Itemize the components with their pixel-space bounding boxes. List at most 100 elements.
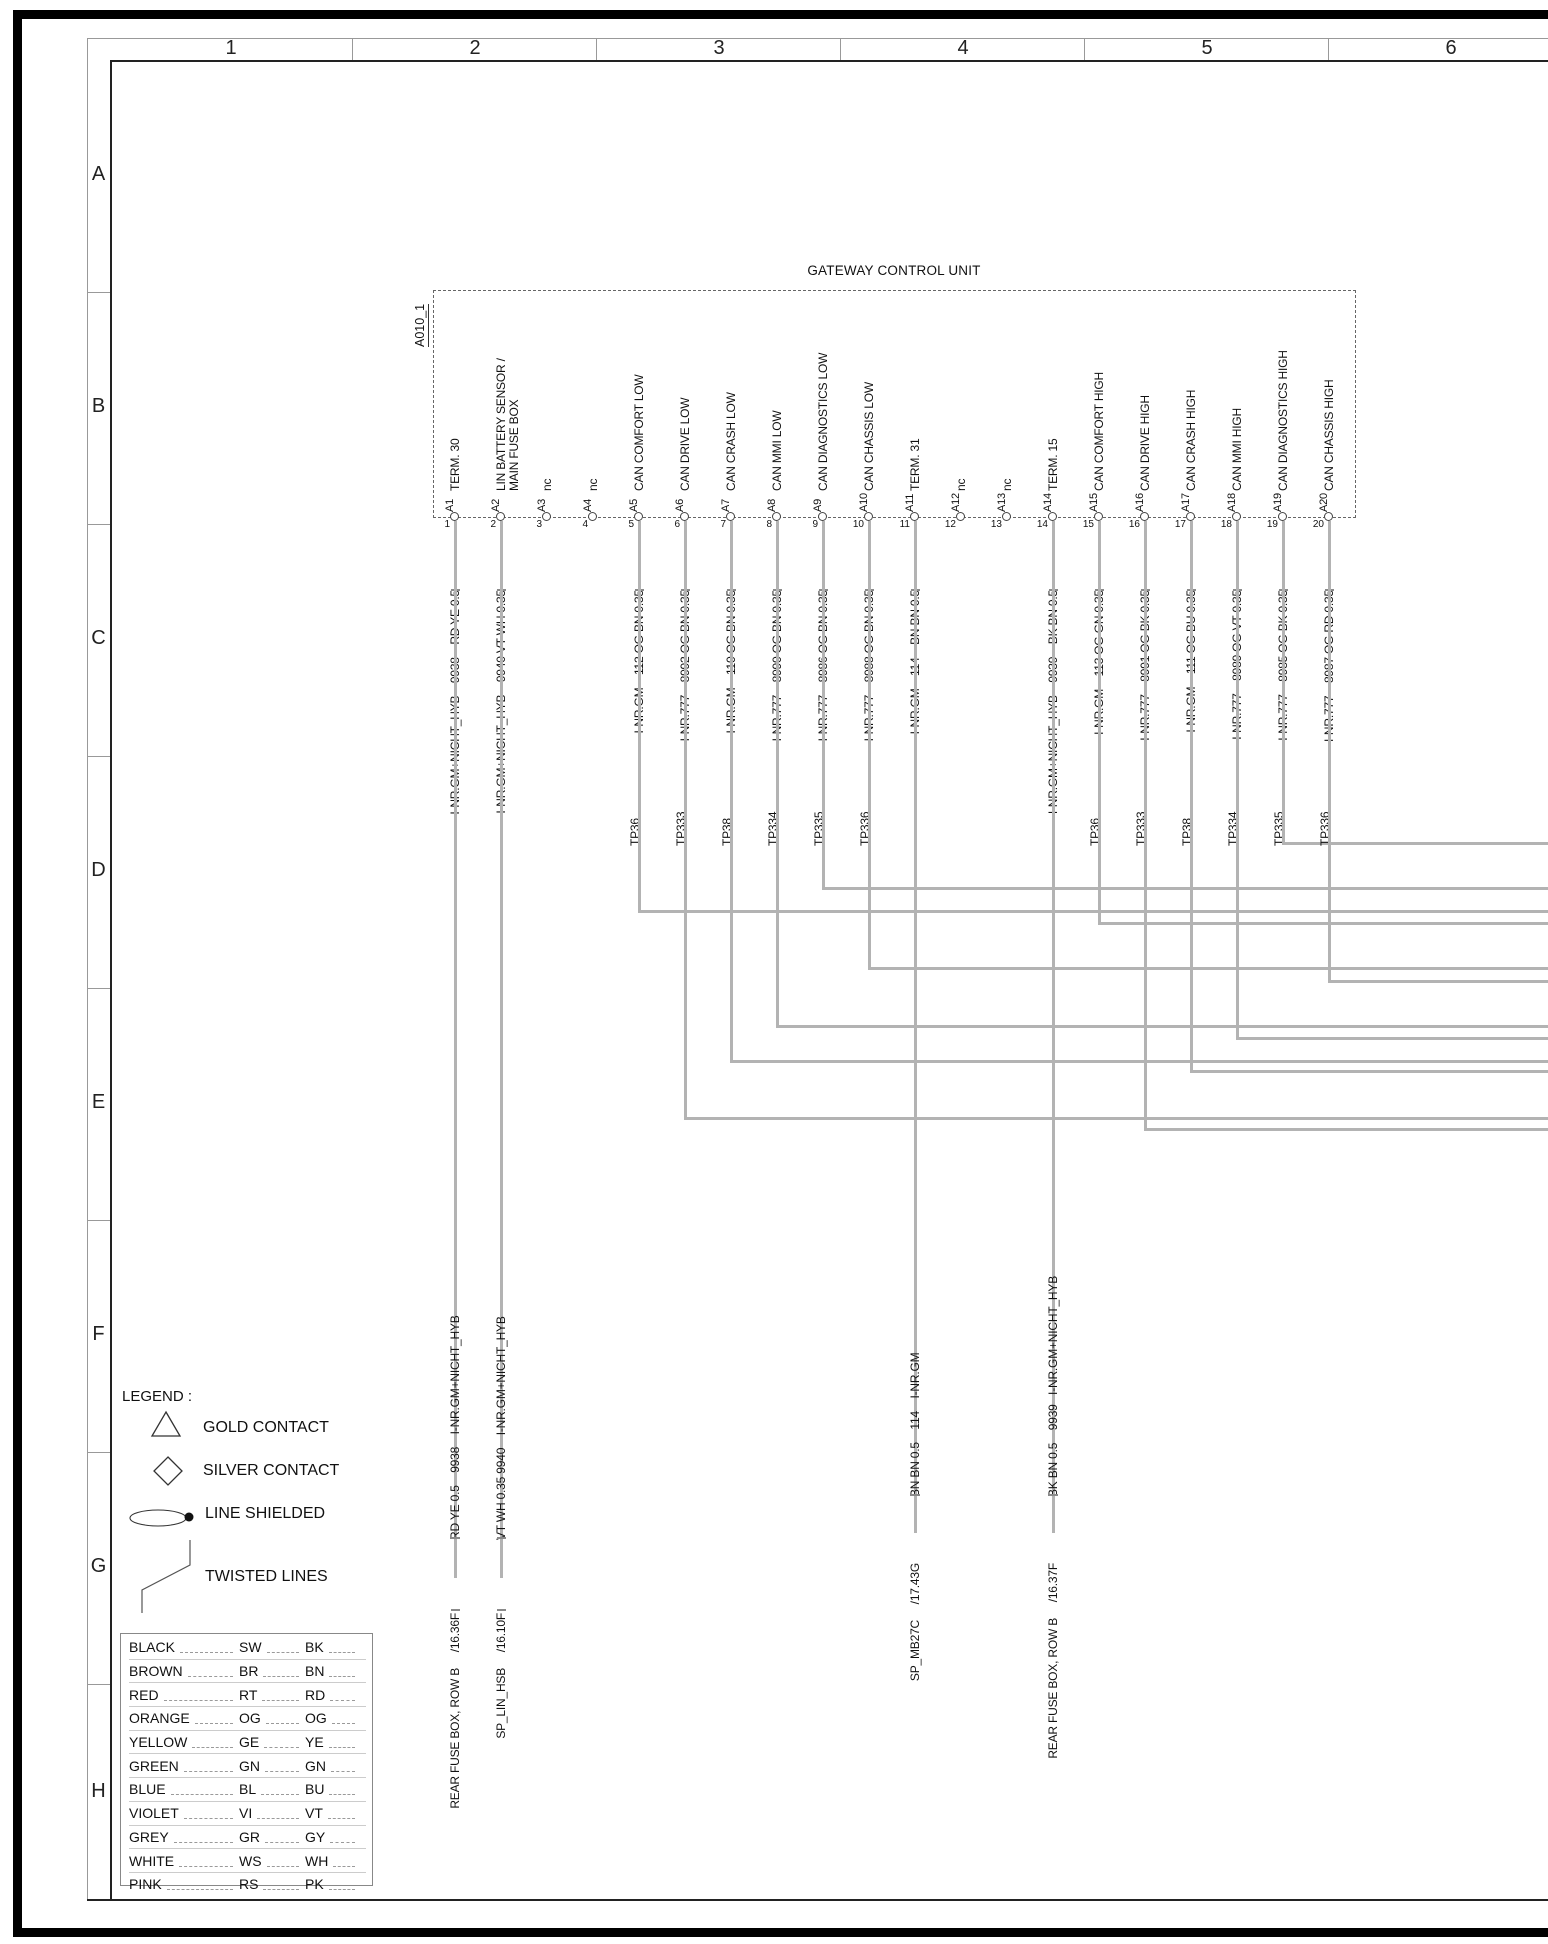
line-shielded-icon xyxy=(128,1506,198,1530)
drawing-frame-top xyxy=(110,60,1548,62)
ruler-row-label: A xyxy=(91,163,106,185)
pin-id-label: A9 xyxy=(812,498,824,512)
silver-contact-icon xyxy=(152,1455,184,1487)
destination-label-tick xyxy=(451,1609,460,1611)
color-name: PINK xyxy=(129,1876,239,1892)
ruler-row-label: H xyxy=(91,1780,106,1802)
pin-contact-circle xyxy=(1186,512,1195,521)
supply-wire-vertical xyxy=(914,521,917,1533)
ruler-row-divider xyxy=(87,1684,110,1685)
ruler-column-label: 3 xyxy=(713,37,725,59)
pin-number-label: 14 xyxy=(1036,519,1048,530)
ruler-row-label: B xyxy=(91,395,106,417)
pin-function-label: CAN MMI HIGH xyxy=(1230,408,1244,491)
wire-lower-label: RD YE 0.5 9938 I-NR.GM+NICHT_HYB xyxy=(448,1315,462,1540)
color-table-row: BLUE BL BU xyxy=(129,1778,366,1802)
can-wire-vertical xyxy=(1144,521,1147,1131)
pin-id-label: A2 xyxy=(490,498,502,512)
pin-number-label: 16 xyxy=(1128,519,1140,530)
pin-contact-circle xyxy=(1002,512,1011,521)
color-code-de: RS xyxy=(239,1876,305,1892)
pin-number-label: 2 xyxy=(490,519,496,530)
color-code-en: BK xyxy=(305,1639,361,1655)
legend-item-silver-contact: SILVER CONTACT xyxy=(203,1462,340,1479)
pin-number-label: 1 xyxy=(444,519,450,530)
color-name: RED xyxy=(129,1687,239,1703)
can-wire-vertical xyxy=(868,521,871,970)
can-wire-exit-horizontal xyxy=(868,967,1548,970)
ruler-column-divider xyxy=(1328,38,1329,60)
wire-destination-label: REAR FUSE BOX, ROW B /16.37F xyxy=(1046,1563,1060,1759)
can-wire-vertical xyxy=(684,521,687,1120)
color-name: BLUE xyxy=(129,1781,239,1797)
pin-function-label: TERM. 31 xyxy=(908,438,922,491)
color-code-en: OG xyxy=(305,1710,361,1726)
pin-function-label: CAN DRIVE LOW xyxy=(678,397,692,491)
ruler-column-label: 5 xyxy=(1201,37,1213,59)
ruler-row-label: G xyxy=(90,1555,107,1577)
wire-destination-label: SP_LIN_HSB /16.10F xyxy=(494,1613,508,1739)
pin-number-label: 18 xyxy=(1220,519,1232,530)
pin-contact-circle xyxy=(956,512,965,521)
ruler-band-top-line xyxy=(87,38,1548,39)
supply-wire-vertical xyxy=(454,521,457,1578)
supply-wire-vertical xyxy=(500,521,503,1578)
pin-number-label: 3 xyxy=(536,519,542,530)
can-wire-vertical xyxy=(1282,521,1285,845)
pin-contact-circle xyxy=(634,512,643,521)
pin-id-label: A15 xyxy=(1088,493,1100,512)
color-code-en: BU xyxy=(305,1781,361,1797)
pin-id-label: A17 xyxy=(1180,493,1192,512)
can-wire-vertical xyxy=(638,521,641,913)
can-wire-vertical xyxy=(1236,521,1239,1040)
can-wire-exit-horizontal xyxy=(1190,1070,1548,1073)
pin-contact-circle xyxy=(1324,512,1333,521)
pin-function-label: TERM. 30 xyxy=(448,438,462,491)
pin-number-label: 8 xyxy=(766,519,772,530)
color-code-en: WH xyxy=(305,1853,361,1869)
pin-function-label: CAN DIAGNOSTICS HIGH xyxy=(1276,350,1290,491)
pin-id-label: A7 xyxy=(720,498,732,512)
color-code-en: YE xyxy=(305,1734,361,1750)
pin-function-label: CAN COMFORT HIGH xyxy=(1092,371,1106,491)
pin-number-label: 20 xyxy=(1312,519,1324,530)
pin-id-label: A4 xyxy=(582,498,594,512)
gateway-control-unit-box xyxy=(433,290,1356,518)
can-wire-exit-horizontal xyxy=(776,1025,1548,1028)
pin-contact-circle xyxy=(818,512,827,521)
legend-item-line-shielded: LINE SHIELDED xyxy=(205,1505,326,1522)
can-wire-exit-horizontal xyxy=(1236,1037,1548,1040)
pin-function-label: CAN DRIVE HIGH xyxy=(1138,395,1152,491)
drawing-frame-bottom xyxy=(87,1899,1548,1901)
border-left xyxy=(13,10,22,1937)
pin-contact-circle xyxy=(1048,512,1057,521)
pin-id-label: A1 xyxy=(444,498,456,512)
wire-lower-label: BK BN 0.5 9939 I-NR.GM+NICHT_HYB xyxy=(1046,1275,1060,1497)
pin-contact-circle xyxy=(542,512,551,521)
color-name: BLACK xyxy=(129,1639,239,1655)
ruler-column-divider xyxy=(840,38,841,60)
twisted-lines-icon xyxy=(138,1538,198,1616)
wire-lower-label-tick xyxy=(911,1494,920,1496)
wire-lower-label: BN BN 0.5 114 I-NR.GM xyxy=(908,1352,922,1497)
ruler-row-label: F xyxy=(92,1323,105,1345)
color-name: GREEN xyxy=(129,1758,239,1774)
color-name: GREY xyxy=(129,1829,239,1845)
ruler-row-divider xyxy=(87,988,110,989)
wire-lower-label: VT WH 0.35 9940 I-NR.GM+NICHT_HYB xyxy=(494,1316,508,1540)
ruler-column-label: 6 xyxy=(1445,37,1457,59)
color-code-de: OG xyxy=(239,1710,305,1726)
pin-id-label: A14 xyxy=(1042,493,1054,512)
can-wire-vertical xyxy=(822,521,825,890)
color-code-en: VT xyxy=(305,1805,361,1821)
color-name: ORANGE xyxy=(129,1710,239,1726)
can-wire-exit-horizontal xyxy=(730,1060,1548,1063)
pin-function-label: CAN COMFORT LOW xyxy=(632,374,646,491)
can-wire-exit-horizontal xyxy=(684,1117,1548,1120)
wire-lower-label-tick xyxy=(497,1537,506,1539)
pin-contact-circle xyxy=(1278,512,1287,521)
pin-number-label: 6 xyxy=(674,519,680,530)
color-table-row: RED RT RD xyxy=(129,1683,366,1708)
pin-id-label: A12 xyxy=(950,493,962,512)
color-code-de: BR xyxy=(239,1663,305,1679)
